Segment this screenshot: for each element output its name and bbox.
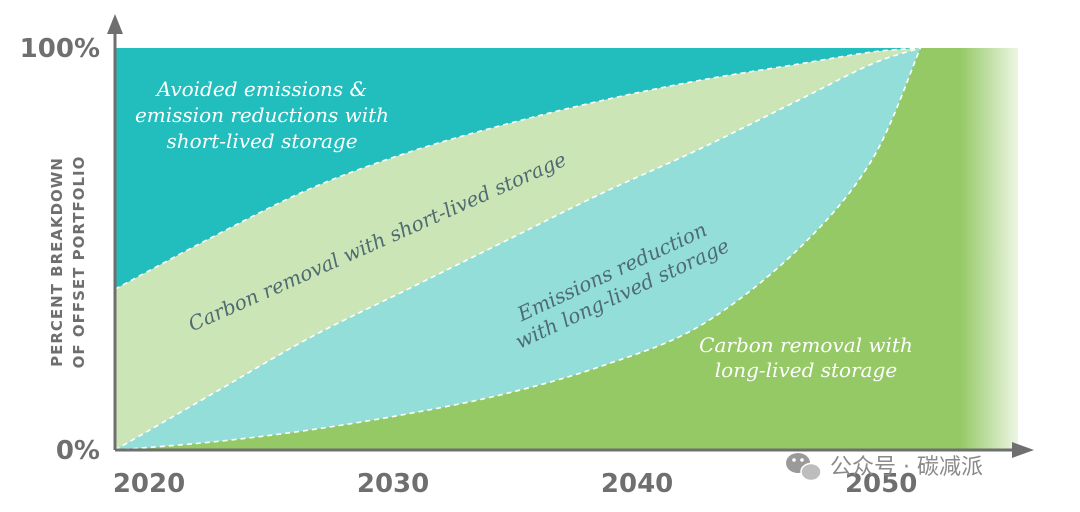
area-label-cr_long: Carbon removal with long-lived storage [699,333,913,382]
x-tick-label: 2050 [845,469,917,499]
area-label-line: emission reductions with [135,103,389,127]
y-axis-label: PERCENT BREAKDOWN OF OFFSET PORTFOLIO [48,156,88,369]
area-label-avoided: Avoided emissions & emission reductions w… [135,77,389,153]
area-series-group [115,48,1018,450]
area-border-group [114,47,922,451]
x-tick-label: 2020 [113,469,185,499]
axes [107,14,1034,458]
x-axis-arrow [1012,442,1034,458]
watermark: 公众号 · 碳减派 [786,453,983,482]
area-cr_long [115,48,1018,450]
area-label-line: Avoided emissions & [155,77,368,101]
y-axis-label-line: OF OFFSET PORTFOLIO [70,156,88,369]
x-tick-label: 2040 [601,469,673,499]
area-label-line: long-lived storage [715,358,897,382]
boundary-cr_short [114,47,921,290]
y-tick-label: 100% [20,34,100,64]
area-label-line: short-lived storage [166,129,357,153]
watermark-text: 公众号 · 碳减派 [830,455,983,480]
y-axis-label-line: PERCENT BREAKDOWN [48,157,66,367]
right-fade [960,46,1030,452]
tick-label-group: 2020 2030 2040 2050 0% 100% [20,34,918,499]
y-tick-label: 0% [56,436,100,466]
wechat-icon [786,453,822,482]
x-tick-label: 2030 [357,469,429,499]
y-axis-arrow [107,14,123,34]
area-label-line: Carbon removal with [699,333,913,357]
boundary-er_long [114,47,921,451]
